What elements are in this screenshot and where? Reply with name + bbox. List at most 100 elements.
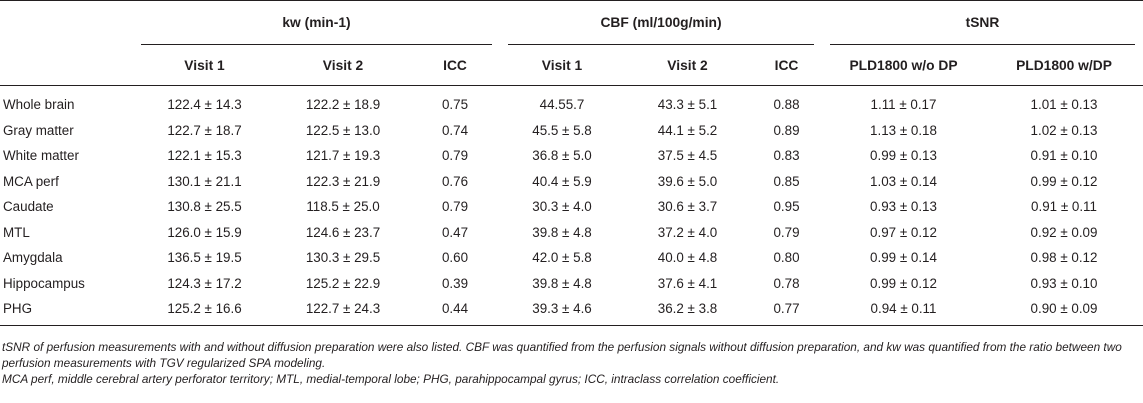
table-cell: 0.76 bbox=[441, 173, 469, 189]
table-cell: 1.13 ± 0.18 bbox=[870, 122, 937, 138]
row-label: Gray matter bbox=[3, 122, 74, 138]
column-header: Visit 2 bbox=[624, 45, 751, 86]
table-cell: 0.89 bbox=[773, 122, 800, 138]
group-header-cbf-label: CBF (ml/100g/min) bbox=[508, 1, 814, 45]
group-header-tsnr: tSNR bbox=[822, 0, 1143, 45]
table-cell: 0.88 bbox=[773, 97, 800, 113]
column-header: PLD1800 w/o DP bbox=[822, 45, 985, 86]
table-cell: 37.5 ± 4.5 bbox=[657, 148, 718, 164]
table-cell: 124.3 ± 17.2 bbox=[167, 275, 242, 291]
table-cell: 122.4 ± 14.3 bbox=[167, 97, 242, 113]
table-cell: 130.3 ± 29.5 bbox=[305, 250, 381, 266]
table-cell: 0.79 bbox=[773, 224, 800, 240]
table-cell: 1.03 ± 0.14 bbox=[870, 173, 937, 189]
table-cell: 125.2 ± 16.6 bbox=[133, 296, 276, 326]
table-cell: 39.6 ± 5.0 bbox=[657, 173, 718, 189]
table-cell: 40.0 ± 4.8 bbox=[657, 250, 718, 266]
table-row: MCA perf 130.1 ± 21.1 122.3 ± 21.9 0.76 … bbox=[0, 169, 1143, 195]
table-cell: 122.5 ± 13.0 bbox=[305, 122, 381, 138]
table-cell: 126.0 ± 15.9 bbox=[167, 224, 242, 240]
table-cell: 36.2 ± 3.8 bbox=[624, 296, 751, 326]
row-label: White matter bbox=[3, 148, 79, 164]
table-cell: 37.6 ± 4.1 bbox=[657, 275, 718, 291]
table-cell: 136.5 ± 19.5 bbox=[167, 250, 242, 266]
table-row: Whole brain 122.4 ± 14.3 122.2 ± 18.9 0.… bbox=[0, 86, 1143, 118]
table-cell: 42.0 ± 5.8 bbox=[532, 250, 592, 266]
table-cell: 0.91 ± 0.11 bbox=[1031, 199, 1097, 215]
column-header: ICC bbox=[751, 45, 822, 86]
row-label: Caudate bbox=[3, 199, 54, 215]
row-label: Amygdala bbox=[3, 250, 63, 266]
table-cell: 124.6 ± 23.7 bbox=[305, 224, 381, 240]
table-cell: 45.5 ± 5.8 bbox=[532, 122, 592, 138]
table-cell: 0.39 bbox=[441, 275, 469, 291]
table-cell: 0.75 bbox=[441, 97, 469, 113]
column-header: ICC bbox=[410, 45, 500, 86]
table-cell: 130.8 ± 25.5 bbox=[167, 199, 242, 215]
table-cell: 0.97 ± 0.12 bbox=[870, 224, 937, 240]
table-cell: 43.3 ± 5.1 bbox=[657, 97, 718, 113]
column-header: Visit 2 bbox=[276, 45, 410, 86]
footnote-abbreviations: MCA perf, middle cerebral artery perfora… bbox=[2, 372, 780, 386]
table-cell: 39.8 ± 4.8 bbox=[532, 224, 592, 240]
table-cell: 0.79 bbox=[441, 148, 469, 164]
table-cell: 0.78 bbox=[773, 275, 800, 291]
table-cell: 0.44 bbox=[410, 296, 500, 326]
group-header-kw-label: kw (min-1) bbox=[141, 1, 492, 45]
data-table: kw (min-1) CBF (ml/100g/min) tSNR Visit … bbox=[0, 0, 1143, 326]
table-cell: 122.7 ± 24.3 bbox=[276, 296, 410, 326]
table-row: Amygdala 136.5 ± 19.5 130.3 ± 29.5 0.60 … bbox=[0, 245, 1143, 271]
table-cell: 0.93 ± 0.13 bbox=[870, 199, 937, 215]
group-header-row: kw (min-1) CBF (ml/100g/min) tSNR bbox=[0, 0, 1143, 45]
table-footnotes: tSNR of perfusion measurements with and … bbox=[2, 339, 1140, 387]
table-cell: 44.1 ± 5.2 bbox=[657, 122, 718, 138]
table-cell: 0.92 ± 0.09 bbox=[1030, 224, 1098, 240]
table-cell: 0.80 bbox=[773, 250, 800, 266]
table-cell: 0.90 ± 0.09 bbox=[985, 296, 1143, 326]
table-row: Gray matter 122.7 ± 18.7 122.5 ± 13.0 0.… bbox=[0, 118, 1143, 144]
table-cell: 121.7 ± 19.3 bbox=[305, 148, 381, 164]
table-row: MTL 126.0 ± 15.9 124.6 ± 23.7 0.47 39.8 … bbox=[0, 220, 1143, 246]
table-row: White matter 122.1 ± 15.3 121.7 ± 19.3 0… bbox=[0, 143, 1143, 169]
table-cell: 0.94 ± 0.11 bbox=[822, 296, 985, 326]
table-cell: 30.3 ± 4.0 bbox=[532, 199, 592, 215]
table-cell: 0.93 ± 0.10 bbox=[1030, 275, 1098, 291]
table-row: PHG 125.2 ± 16.6 122.7 ± 24.3 0.44 39.3 … bbox=[0, 296, 1143, 326]
table-cell: 0.60 bbox=[441, 250, 469, 266]
corner-cell bbox=[0, 0, 133, 45]
table-cell: 30.6 ± 3.7 bbox=[657, 199, 718, 215]
table-cell: 122.2 ± 18.9 bbox=[305, 97, 381, 113]
column-header: Visit 1 bbox=[133, 45, 276, 86]
table-cell: 122.3 ± 21.9 bbox=[305, 173, 381, 189]
table-cell: 130.1 ± 21.1 bbox=[167, 173, 242, 189]
table-cell: 39.8 ± 4.8 bbox=[532, 275, 592, 291]
table-row: Hippocampus 124.3 ± 17.2 125.2 ± 22.9 0.… bbox=[0, 271, 1143, 297]
sub-header-row: Visit 1 Visit 2 ICC Visit 1 Visit 2 ICC … bbox=[0, 45, 1143, 86]
table-cell: 125.2 ± 22.9 bbox=[305, 275, 381, 291]
table-cell: 0.99 ± 0.14 bbox=[870, 250, 937, 266]
table-cell: 122.1 ± 15.3 bbox=[167, 148, 242, 164]
table-cell: 36.8 ± 5.0 bbox=[532, 148, 592, 164]
table-cell: 118.5 ± 25.0 bbox=[306, 199, 380, 215]
table-cell: 0.47 bbox=[441, 224, 469, 240]
table-cell: 1.01 ± 0.13 bbox=[1030, 97, 1098, 113]
table-cell: 39.3 ± 4.6 bbox=[500, 296, 624, 326]
table-cell: 0.99 ± 0.13 bbox=[870, 148, 937, 164]
table-cell: 0.91 ± 0.10 bbox=[1030, 148, 1098, 164]
column-header: PLD1800 w/DP bbox=[985, 45, 1143, 86]
table-cell: 0.74 bbox=[441, 122, 469, 138]
row-label: Whole brain bbox=[3, 97, 75, 113]
table-cell: 0.99 ± 0.12 bbox=[1030, 173, 1098, 189]
row-label: MCA perf bbox=[3, 173, 59, 189]
table-cell: 122.7 ± 18.7 bbox=[167, 122, 242, 138]
table-cell: 40.4 ± 5.9 bbox=[532, 173, 592, 189]
row-label: MTL bbox=[3, 224, 30, 240]
table-cell: 37.2 ± 4.0 bbox=[657, 224, 718, 240]
table-cell: 44.55.7 bbox=[539, 97, 585, 113]
table-cell: 0.77 bbox=[751, 296, 822, 326]
footnote-description: tSNR of perfusion measurements with and … bbox=[2, 340, 1122, 370]
table-cell: 0.99 ± 0.12 bbox=[870, 275, 937, 291]
row-label: PHG bbox=[0, 296, 133, 326]
column-header: Visit 1 bbox=[500, 45, 624, 86]
